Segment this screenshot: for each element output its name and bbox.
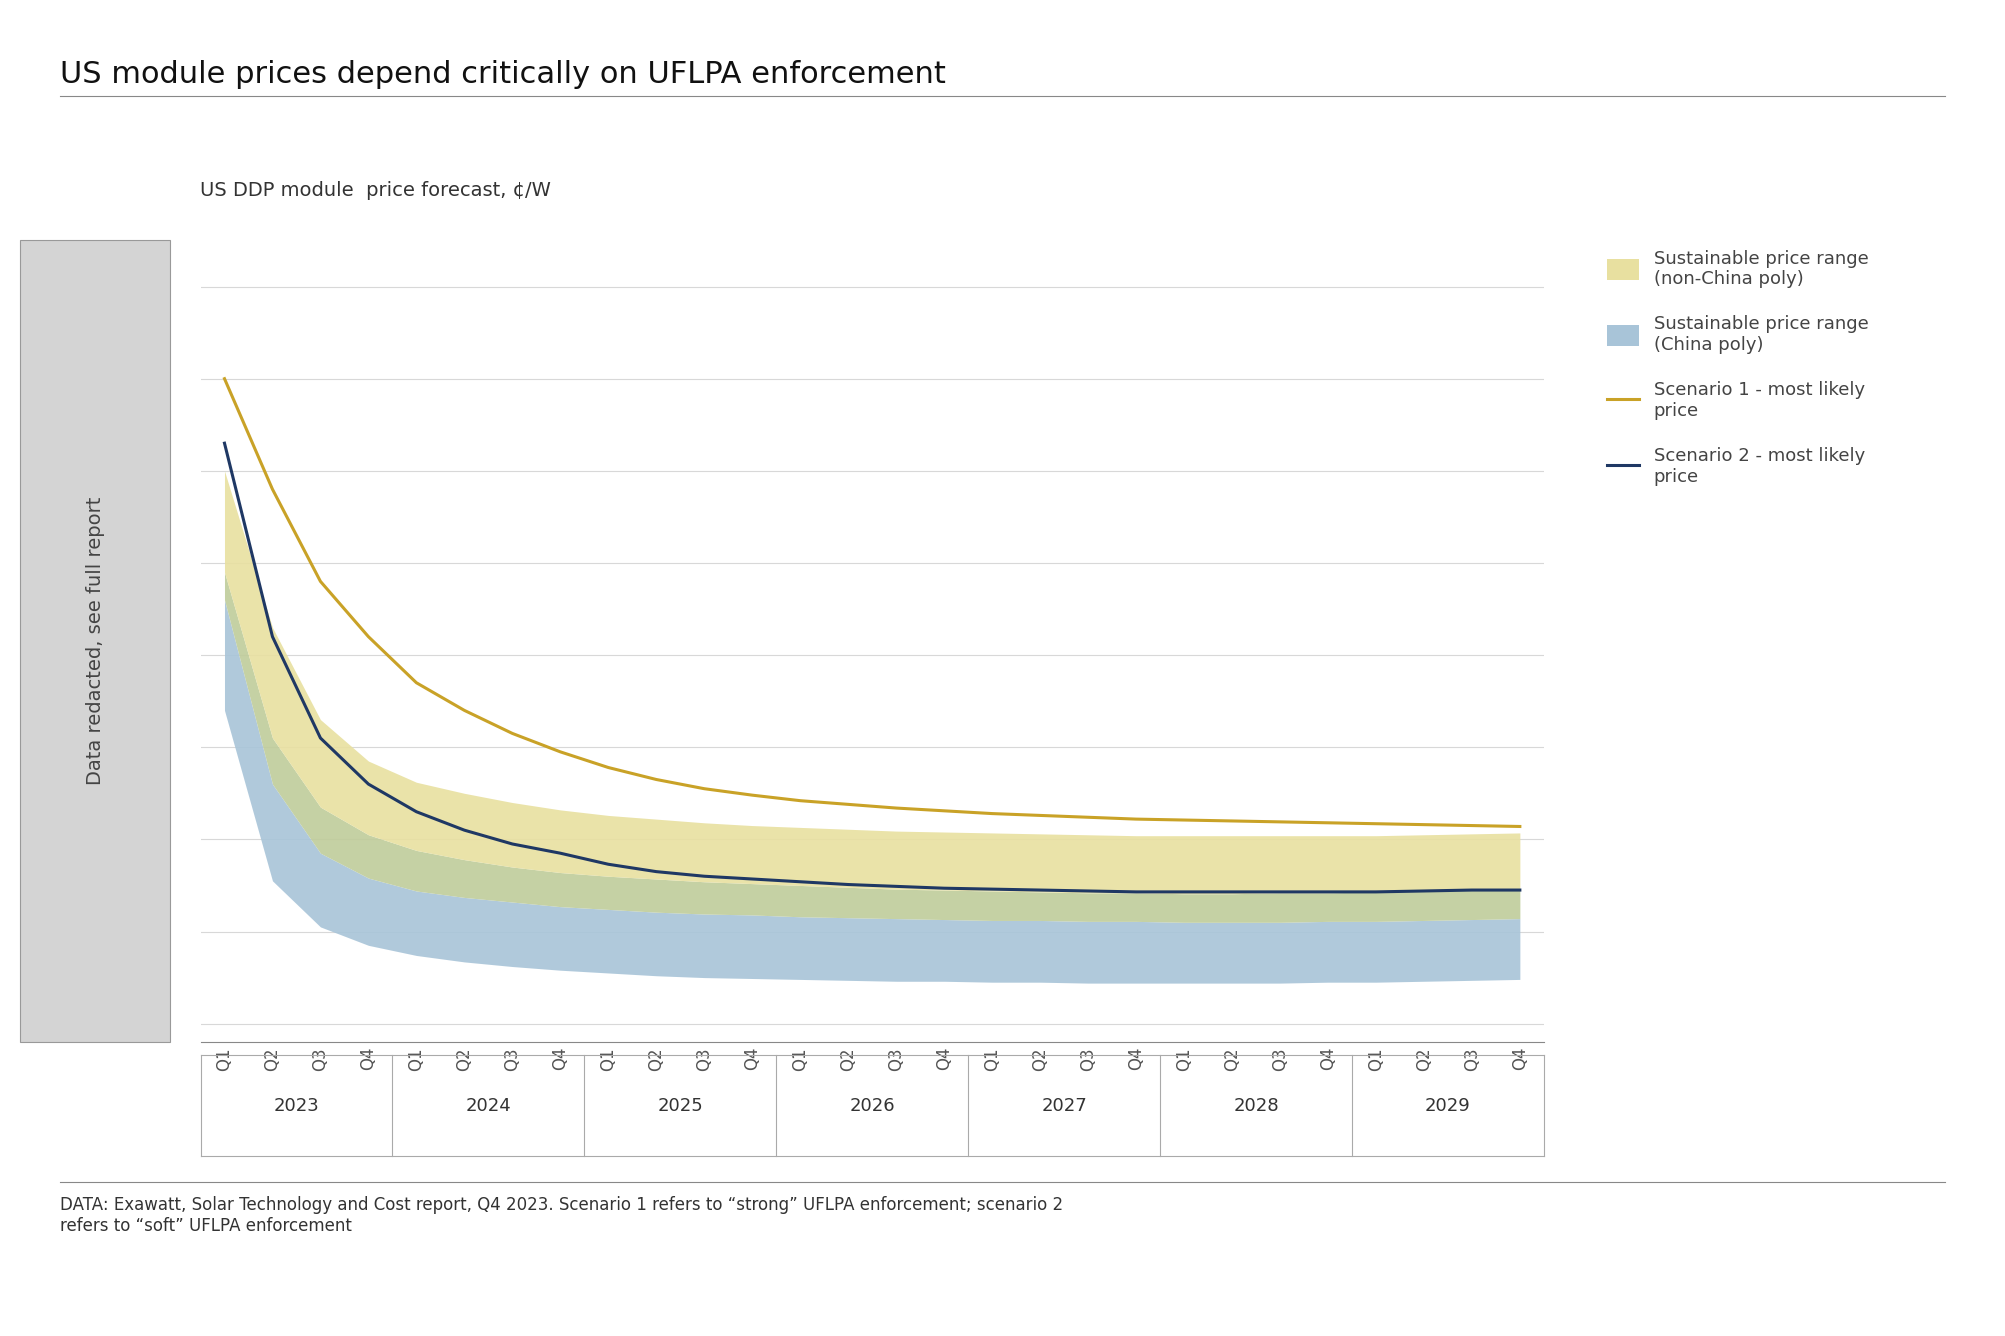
Text: US module prices depend critically on UFLPA enforcement: US module prices depend critically on UF… (60, 60, 946, 90)
Text: 2029: 2029 (1426, 1097, 1472, 1114)
Text: 2023: 2023 (273, 1097, 319, 1114)
Text: 2028: 2028 (1233, 1097, 1279, 1114)
Text: 2027: 2027 (1041, 1097, 1087, 1114)
Text: DATA: Exawatt, Solar Technology and Cost report, Q4 2023. Scenario 1 refers to “: DATA: Exawatt, Solar Technology and Cost… (60, 1196, 1063, 1234)
Text: US DDP module  price forecast, ¢/W: US DDP module price forecast, ¢/W (200, 182, 551, 200)
Text: 2025: 2025 (658, 1097, 704, 1114)
Text: Data redacted, see full report: Data redacted, see full report (86, 497, 104, 786)
Legend: Sustainable price range
(non-China poly), Sustainable price range
(China poly), : Sustainable price range (non-China poly)… (1606, 250, 1869, 486)
Text: 2024: 2024 (465, 1097, 511, 1114)
Text: 2026: 2026 (850, 1097, 894, 1114)
